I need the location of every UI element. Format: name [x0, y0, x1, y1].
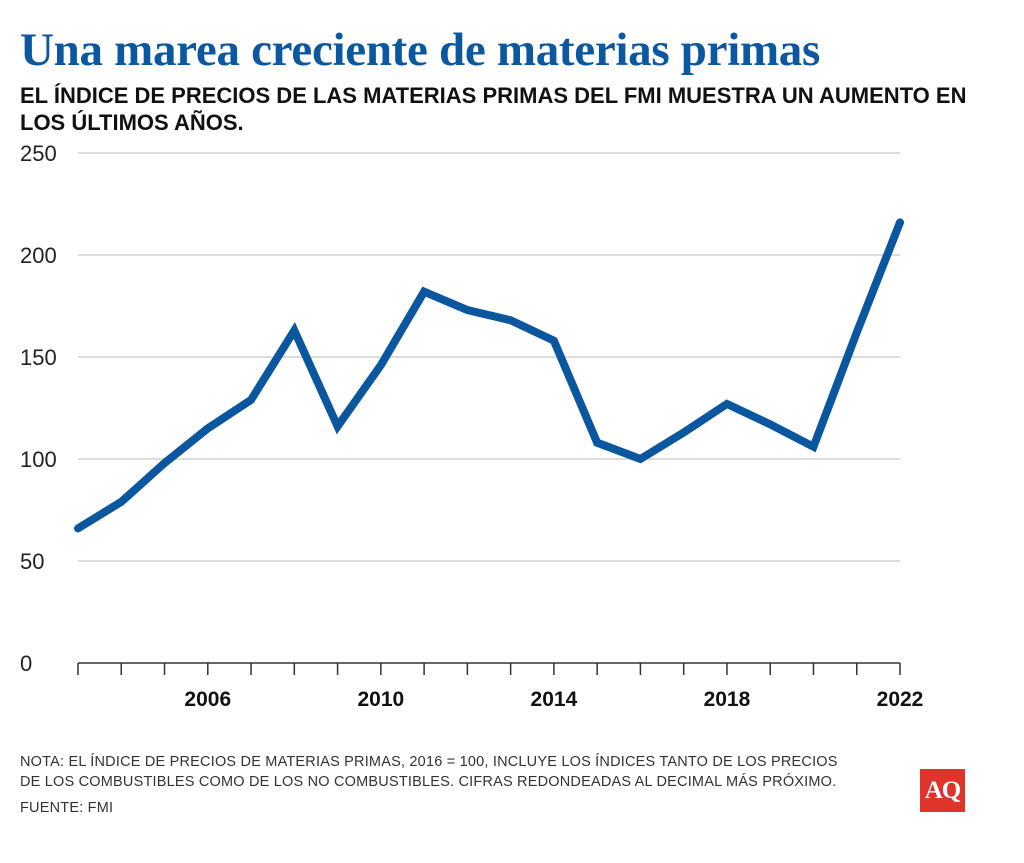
series-layer — [74, 218, 904, 533]
x-axis — [77, 662, 901, 675]
x-tick-label-2006: 2006 — [184, 688, 231, 711]
y-axis-labels: 0 50 100 150 200 250 — [20, 141, 57, 676]
series-line-0 — [74, 218, 904, 533]
x-tick-label-2018: 2018 — [704, 688, 751, 711]
footnote-line-2: DE LOS COMBUSTIBLES COMO DE LOS NO COMBU… — [20, 774, 837, 790]
y-tick-label-0: 0 — [20, 651, 32, 676]
x-axis-labels: 2006 2010 2014 2018 2022 — [184, 688, 923, 711]
x-tick-label-2010: 2010 — [357, 688, 404, 711]
x-tick-label-2014: 2014 — [531, 688, 578, 711]
chart-subtitle: EL ÍNDICE DE PRECIOS DE LAS MATERIAS PRI… — [20, 83, 967, 135]
gridlines — [78, 152, 900, 562]
footnote: NOTA: EL ÍNDICE DE PRECIOS DE MATERIAS P… — [20, 752, 920, 792]
aq-logo: AQ — [920, 769, 965, 812]
y-tick-label-150: 150 — [20, 345, 57, 370]
footnote-line-1: NOTA: EL ÍNDICE DE PRECIOS DE MATERIAS P… — [20, 754, 838, 770]
x-tick-label-2022: 2022 — [877, 688, 924, 711]
y-tick-label-250: 250 — [20, 141, 57, 166]
y-tick-label-50: 50 — [20, 549, 44, 574]
source-note: FUENTE: FMI — [20, 800, 114, 816]
chart-title: Una marea creciente de materias primas — [20, 24, 820, 76]
y-tick-label-200: 200 — [20, 243, 57, 268]
y-tick-label-100: 100 — [20, 447, 57, 472]
